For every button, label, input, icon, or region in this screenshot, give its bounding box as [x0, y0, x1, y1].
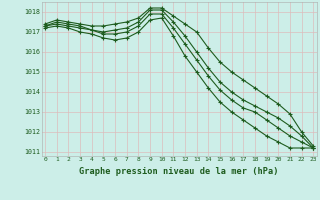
X-axis label: Graphe pression niveau de la mer (hPa): Graphe pression niveau de la mer (hPa) [79, 167, 279, 176]
